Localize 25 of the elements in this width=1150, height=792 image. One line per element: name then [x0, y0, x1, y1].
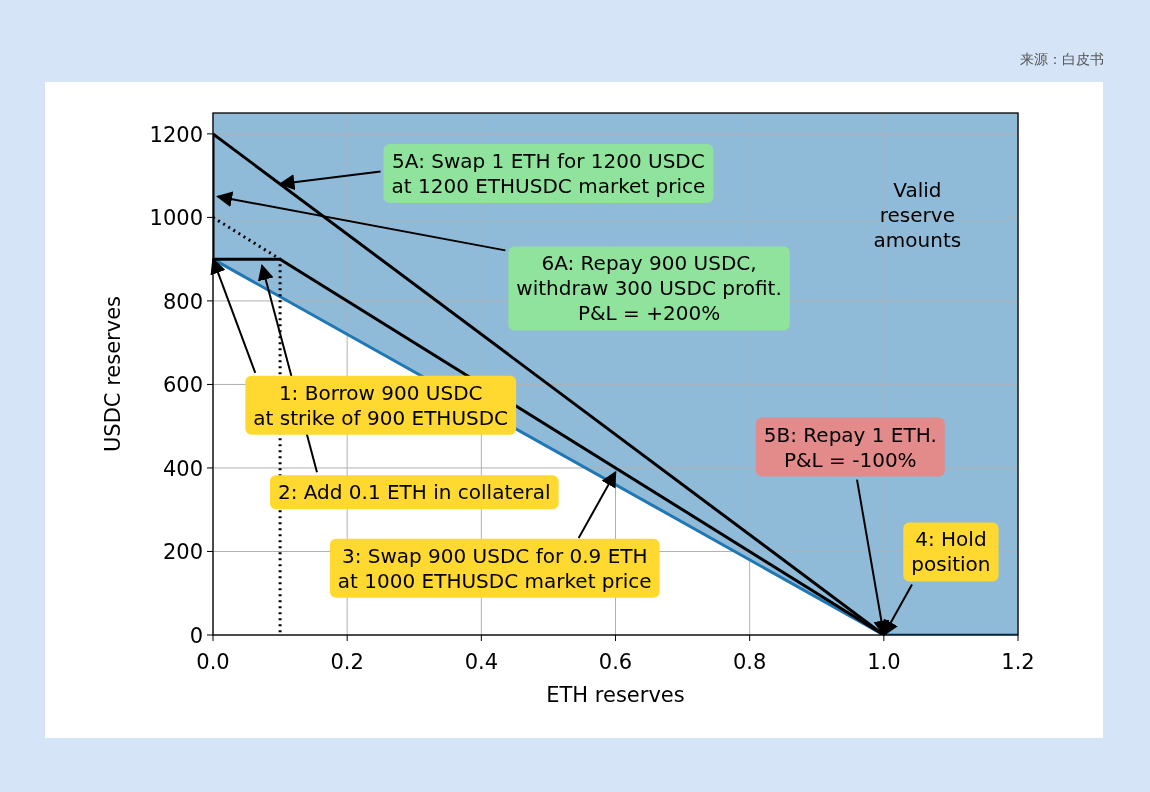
annotation: 3: Swap 900 USDC for 0.9 ETH at 1000 ETHUSDC market price: [337, 543, 652, 593]
y-tick-label: 400: [162, 456, 203, 481]
annotation: 5B: Repay 1 ETH. P&L = -100%: [763, 422, 937, 472]
annotation: Valid reserve amounts: [873, 178, 962, 253]
y-tick-label: 1200: [149, 122, 203, 147]
y-tick-label: 800: [162, 289, 203, 314]
x-tick-label: 0.6: [598, 650, 633, 674]
x-axis-title: ETH reserves: [546, 683, 685, 707]
x-tick-label: 0.0: [196, 650, 230, 674]
y-tick-label: 600: [162, 373, 203, 398]
annotation: 6A: Repay 900 USDC, withdraw 300 USDC profit. P&L = +200%: [516, 251, 782, 326]
x-tick-label: 1.0: [867, 650, 901, 674]
annotation: 5A: Swap 1 ETH for 1200 USDC at 1200 ETHUSDC market price: [391, 149, 706, 199]
x-tick-label: 0.8: [732, 650, 767, 674]
y-tick-label: 1000: [149, 206, 203, 231]
annotation: 4: Hold position: [911, 527, 991, 577]
x-tick-label: 0.2: [330, 650, 364, 674]
x-tick-label: 0.4: [464, 650, 499, 674]
source-note: 来源：白皮书: [1020, 51, 1104, 67]
y-tick-label: 200: [162, 540, 203, 565]
y-axis-title: USDC reserves: [101, 295, 125, 453]
y-tick-label: 0: [189, 624, 203, 648]
x-tick-label: 1.2: [1001, 650, 1035, 674]
annotation: 1: Borrow 900 USDC at strike of 900 ETHUSDC: [253, 380, 509, 430]
annotation: 2: Add 0.1 ETH in collateral: [277, 480, 551, 505]
